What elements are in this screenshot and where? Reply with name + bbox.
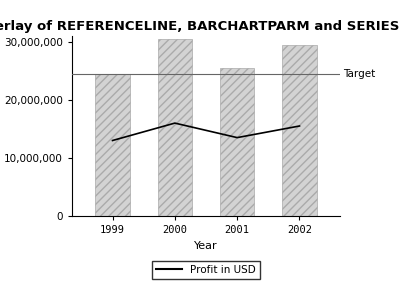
Bar xyxy=(95,74,130,216)
Text: Target: Target xyxy=(343,69,375,79)
X-axis label: Year: Year xyxy=(194,241,218,250)
Bar xyxy=(220,68,254,216)
Legend: Profit in USD: Profit in USD xyxy=(152,261,260,279)
Bar xyxy=(158,39,192,216)
Bar xyxy=(282,45,317,216)
Title: Overlay of REFERENCELINE, BARCHARTPARM and SERIESPLOT: Overlay of REFERENCELINE, BARCHARTPARM a… xyxy=(0,20,400,33)
